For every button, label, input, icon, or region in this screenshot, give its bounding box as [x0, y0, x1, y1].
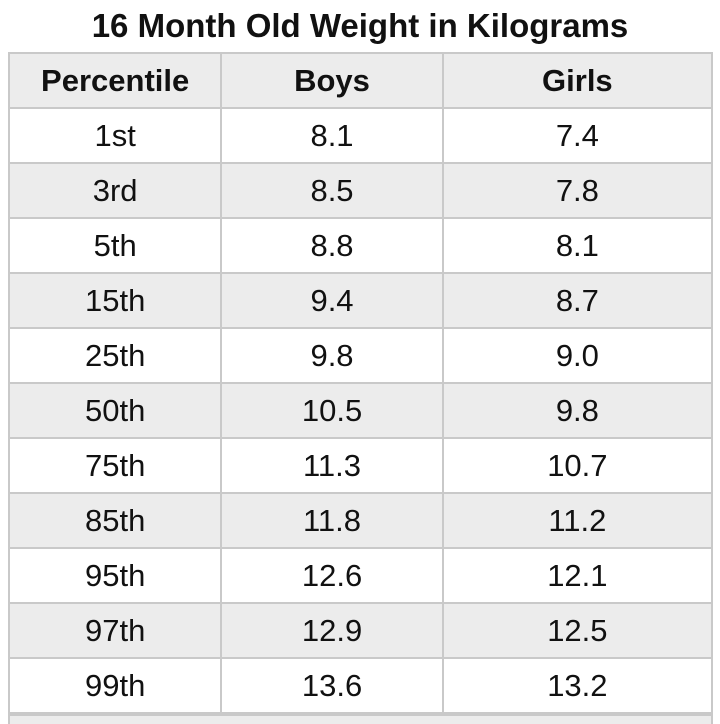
- percentile-cell: 97th: [7, 602, 223, 659]
- girls-cell: 8.7: [441, 272, 714, 329]
- table-row: 99th 13.6 13.2: [7, 657, 714, 714]
- col-header-girls: Girls: [441, 52, 714, 109]
- table-row: 95th 12.6 12.1: [7, 547, 714, 604]
- table-row: 15th 9.4 8.7: [7, 272, 714, 329]
- table-row: 5th 8.8 8.1: [7, 217, 714, 274]
- boys-cell: 8.5: [220, 162, 444, 219]
- girls-cell: 9.8: [441, 382, 714, 439]
- title-bar: 16 Month Old Weight in Kilograms: [0, 0, 720, 52]
- percentile-cell: 3rd: [7, 162, 223, 219]
- girls-cell: 8.1: [441, 217, 714, 274]
- table-row: 75th 11.3 10.7: [7, 437, 714, 494]
- clipped-next-row: [8, 714, 713, 724]
- boys-cell: 11.8: [220, 492, 444, 549]
- percentile-cell: 15th: [7, 272, 223, 329]
- girls-cell: 10.7: [441, 437, 714, 494]
- percentile-cell: 50th: [7, 382, 223, 439]
- percentile-cell: 5th: [7, 217, 223, 274]
- boys-cell: 10.5: [220, 382, 444, 439]
- table-row: 97th 12.9 12.5: [7, 602, 714, 659]
- table-header-row: Percentile Boys Girls: [7, 52, 714, 109]
- weight-table: Percentile Boys Girls 1st 8.1 7.4 3rd 8.…: [7, 52, 714, 714]
- boys-cell: 12.6: [220, 547, 444, 604]
- boys-cell: 8.8: [220, 217, 444, 274]
- percentile-cell: 95th: [7, 547, 223, 604]
- girls-cell: 13.2: [441, 657, 714, 714]
- col-header-percentile: Percentile: [7, 52, 223, 109]
- boys-cell: 13.6: [220, 657, 444, 714]
- boys-cell: 8.1: [220, 107, 444, 164]
- percentile-cell: 99th: [7, 657, 223, 714]
- boys-cell: 11.3: [220, 437, 444, 494]
- col-header-boys: Boys: [220, 52, 444, 109]
- table-row: 1st 8.1 7.4: [7, 107, 714, 164]
- table-row: 50th 10.5 9.8: [7, 382, 714, 439]
- boys-cell: 9.4: [220, 272, 444, 329]
- boys-cell: 12.9: [220, 602, 444, 659]
- percentile-cell: 1st: [7, 107, 223, 164]
- boys-cell: 9.8: [220, 327, 444, 384]
- girls-cell: 7.8: [441, 162, 714, 219]
- table-row: 25th 9.8 9.0: [7, 327, 714, 384]
- table-row: 3rd 8.5 7.8: [7, 162, 714, 219]
- percentile-cell: 25th: [7, 327, 223, 384]
- table-body: 1st 8.1 7.4 3rd 8.5 7.8 5th 8.8 8.1 15th…: [7, 107, 714, 714]
- girls-cell: 12.5: [441, 602, 714, 659]
- girls-cell: 7.4: [441, 107, 714, 164]
- percentile-cell: 85th: [7, 492, 223, 549]
- girls-cell: 12.1: [441, 547, 714, 604]
- girls-cell: 9.0: [441, 327, 714, 384]
- girls-cell: 11.2: [441, 492, 714, 549]
- table-row: 85th 11.8 11.2: [7, 492, 714, 549]
- page-title: 16 Month Old Weight in Kilograms: [91, 7, 629, 44]
- weight-table-container: Percentile Boys Girls 1st 8.1 7.4 3rd 8.…: [7, 52, 714, 724]
- percentile-cell: 75th: [7, 437, 223, 494]
